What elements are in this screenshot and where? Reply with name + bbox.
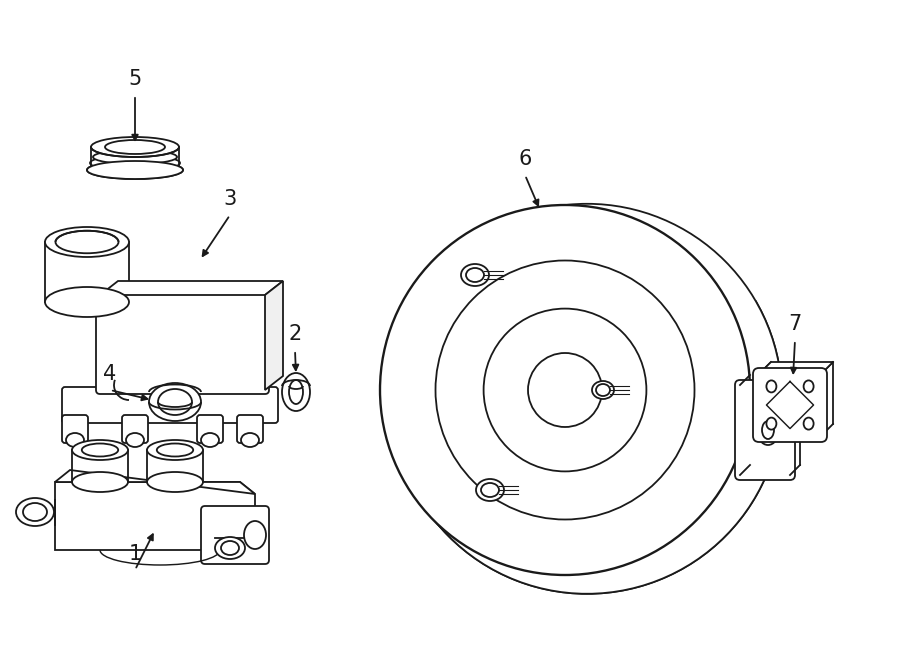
Text: 5: 5 (129, 69, 141, 89)
Circle shape (380, 205, 750, 575)
Text: 4: 4 (104, 364, 117, 384)
Text: 6: 6 (518, 149, 532, 169)
Ellipse shape (244, 521, 266, 549)
Ellipse shape (461, 264, 489, 286)
Ellipse shape (767, 418, 777, 430)
Circle shape (528, 353, 602, 427)
Text: 3: 3 (223, 189, 237, 209)
Polygon shape (100, 281, 283, 295)
Ellipse shape (93, 150, 177, 164)
FancyBboxPatch shape (96, 291, 269, 394)
Ellipse shape (82, 444, 118, 457)
Ellipse shape (215, 537, 245, 559)
Polygon shape (380, 297, 782, 594)
Ellipse shape (72, 472, 128, 492)
Ellipse shape (241, 433, 259, 447)
Ellipse shape (201, 433, 219, 447)
Ellipse shape (481, 483, 499, 497)
Ellipse shape (147, 440, 203, 460)
FancyBboxPatch shape (62, 387, 278, 423)
Ellipse shape (476, 479, 504, 501)
Ellipse shape (804, 380, 814, 393)
Polygon shape (265, 281, 283, 390)
Polygon shape (55, 470, 255, 494)
FancyBboxPatch shape (237, 415, 263, 443)
Ellipse shape (804, 418, 814, 430)
FancyBboxPatch shape (201, 506, 269, 564)
Ellipse shape (157, 444, 194, 457)
Ellipse shape (762, 421, 774, 439)
Polygon shape (55, 482, 255, 550)
Ellipse shape (90, 155, 180, 171)
Ellipse shape (221, 541, 239, 555)
FancyBboxPatch shape (62, 415, 88, 443)
Ellipse shape (45, 227, 129, 257)
Ellipse shape (72, 440, 128, 460)
Ellipse shape (289, 380, 303, 404)
Ellipse shape (392, 204, 782, 594)
Ellipse shape (87, 161, 183, 179)
Text: 2: 2 (288, 324, 302, 344)
Text: 1: 1 (129, 544, 141, 564)
FancyBboxPatch shape (735, 380, 795, 480)
Ellipse shape (91, 137, 179, 157)
Ellipse shape (466, 268, 484, 282)
Ellipse shape (282, 373, 310, 411)
Ellipse shape (757, 415, 779, 445)
Ellipse shape (66, 433, 84, 447)
Text: 7: 7 (788, 314, 802, 334)
Ellipse shape (105, 140, 165, 154)
FancyBboxPatch shape (197, 415, 223, 443)
FancyBboxPatch shape (753, 368, 827, 442)
Ellipse shape (126, 433, 144, 447)
Polygon shape (759, 362, 833, 374)
Ellipse shape (767, 380, 777, 393)
Ellipse shape (592, 381, 614, 399)
FancyBboxPatch shape (122, 415, 148, 443)
Ellipse shape (23, 503, 47, 521)
Ellipse shape (149, 383, 201, 421)
Ellipse shape (147, 472, 203, 492)
Ellipse shape (596, 384, 610, 396)
Ellipse shape (45, 287, 129, 317)
Ellipse shape (56, 231, 119, 253)
Ellipse shape (158, 389, 192, 415)
Ellipse shape (16, 498, 54, 526)
Ellipse shape (87, 161, 183, 179)
